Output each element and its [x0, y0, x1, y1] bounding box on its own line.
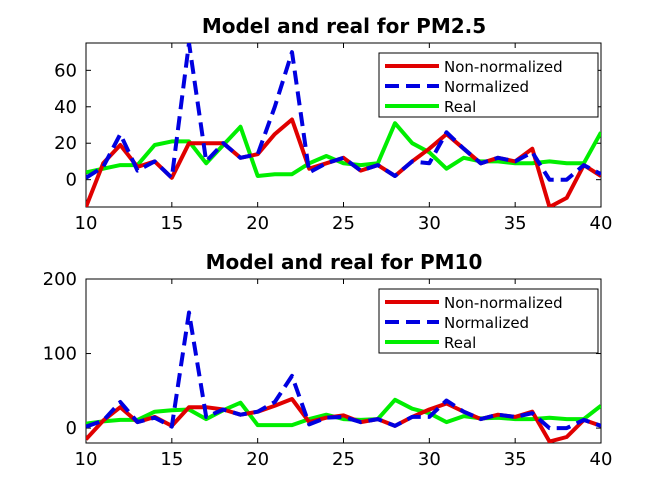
- legend-label: Non-normalized: [444, 58, 563, 76]
- legend-label: Normalized: [444, 78, 529, 96]
- legend-label: Normalized: [444, 314, 529, 332]
- plot-pm25: Model and real for PM2.5 10 15 20 25 30 35 40 0…: [54, 14, 612, 234]
- x-tick-label: 30: [418, 213, 441, 234]
- series-line-normalized: [86, 310, 601, 431]
- x-tick-label: 15: [160, 449, 183, 470]
- y-tick-label: 60: [54, 60, 77, 81]
- legend-label: Real: [444, 334, 476, 352]
- legend-label: Non-normalized: [444, 294, 563, 312]
- series-line-normalized: [86, 43, 601, 182]
- chart-title: Model and real for PM10: [206, 250, 483, 274]
- x-tick-label: 40: [590, 213, 613, 234]
- x-tick-label: 40: [590, 449, 613, 470]
- x-tick-label: 25: [332, 213, 355, 234]
- y-tick-label: 100: [43, 344, 77, 365]
- x-tick-label: 30: [418, 449, 441, 470]
- legend-label: Real: [444, 98, 476, 116]
- x-tick-label: 35: [504, 213, 527, 234]
- x-tick-label: 10: [75, 213, 98, 234]
- x-tick-label: 15: [160, 213, 183, 234]
- x-tick-label: 25: [332, 449, 355, 470]
- x-tick-label: 10: [75, 449, 98, 470]
- x-tick-label: 20: [246, 449, 269, 470]
- y-tick-label: 40: [54, 97, 77, 118]
- y-tick-label: 0: [66, 170, 77, 191]
- y-tick-label: 200: [43, 269, 77, 290]
- series-line-real: [86, 397, 601, 428]
- x-tick-label: 20: [246, 213, 269, 234]
- y-tick-label: 20: [54, 133, 77, 154]
- x-tick-label: 35: [504, 449, 527, 470]
- chart-title: Model and real for PM2.5: [202, 14, 486, 38]
- plot-pm10: Model and real for PM10 10 15 20 25 30 35 40 0 1…: [43, 250, 613, 470]
- y-tick-label: 0: [66, 418, 77, 439]
